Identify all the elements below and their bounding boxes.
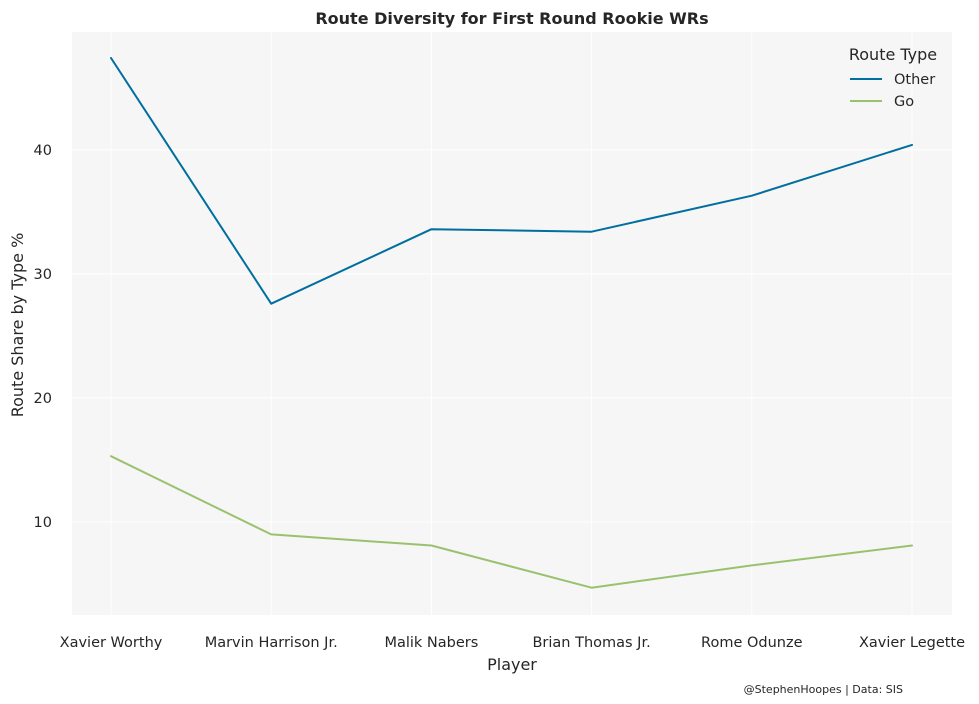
y-tick-label: 40 [34, 143, 52, 159]
y-tick-label: 20 [34, 391, 52, 407]
series-lines [110, 57, 913, 589]
series-line-go [110, 455, 913, 589]
y-tick-label: 30 [34, 267, 52, 283]
plot-background [72, 32, 952, 615]
legend: Route Type Other Go [849, 45, 937, 110]
x-tick-label: Xavier Worthy [60, 635, 163, 651]
y-tick-label: 10 [34, 515, 52, 531]
credit-annotation: @StephenHoopes | Data: SIS [744, 683, 903, 696]
x-tick-label: Rome Odunze [701, 635, 803, 651]
y-axis-label: Route Share by Type % [8, 233, 27, 418]
x-tick-label: Malik Nabers [384, 635, 478, 651]
x-tick-label: Xavier Legette [859, 635, 965, 651]
grid-lines [72, 32, 952, 615]
legend-label-go: Go [894, 94, 914, 110]
series-line-other [110, 57, 913, 305]
x-tick-label: Marvin Harrison Jr. [205, 635, 338, 651]
x-tick-label: Brian Thomas Jr. [532, 635, 650, 651]
legend-label-other: Other [894, 72, 935, 88]
x-axis-label: Player [487, 655, 537, 674]
legend-title: Route Type [849, 45, 937, 64]
legend-items: Other Go [850, 72, 935, 110]
chart-title: Route Diversity for First Round Rookie W… [315, 9, 708, 28]
x-axis-ticks: Xavier Worthy Marvin Harrison Jr. Malik Na… [60, 635, 965, 651]
y-axis-ticks: 10 20 30 40 [34, 143, 52, 531]
